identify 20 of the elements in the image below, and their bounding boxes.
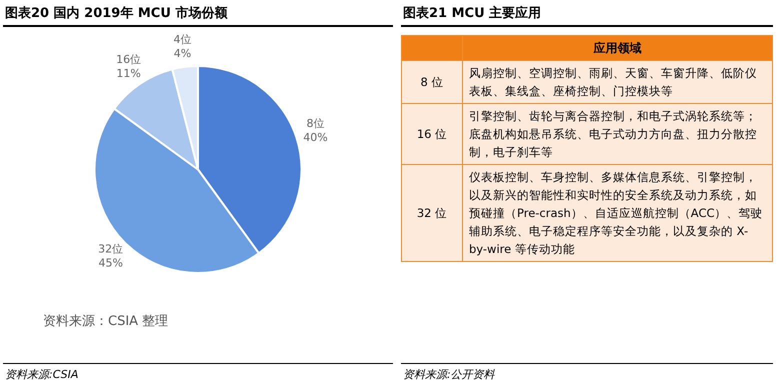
category-label: 8 位 — [402, 60, 462, 104]
category-label: 32 位 — [402, 164, 462, 262]
text: 应用领域 — [462, 36, 772, 60]
slice-label: 4位 — [174, 32, 192, 46]
slice-label: 16位 — [116, 53, 142, 66]
text: 风扇控制、空调控制、雨刷、天窗、车窗升降、低阶仪表板、集线盒、座椅控制、门控模块等 — [462, 60, 772, 104]
text: 图表21 MCU 主要应用 — [401, 0, 773, 27]
text: 仪表板控制、车身控制、多媒体信息系统、引擎控制，以及新兴的智能性和实时性的安全系统及动力系统，如预碰撞（Pre-crash）、自适应巡航控制（ACC）、驾驶辅助系统、电子稳定程序等安全功能，以及复杂的 X-by-wire 等传动功能 — [462, 164, 772, 262]
category-label: 16 位 — [402, 104, 462, 164]
text: 资料来源：CSIA 整理 — [42, 313, 170, 330]
data-label: 45% — [98, 256, 123, 270]
slice-label: 8位 — [306, 117, 324, 130]
data-label: 40% — [303, 131, 328, 144]
data-label: 11% — [116, 67, 141, 80]
slice-label: 32位 — [98, 242, 124, 256]
text: 资料来源:CSIA — [3, 363, 393, 385]
text: 资料来源:公开资料 — [401, 363, 773, 385]
text: 引擎控制、齿轮与离合器控制，和电子式涡轮系统等；底盘机构如悬吊系统、电子式动力方向盘、扭力分散控制，电子刹车等 — [462, 104, 772, 164]
chart-title: 图表20 国内 2019年 MCU 市场份额 — [3, 0, 393, 27]
data-label: 4% — [174, 46, 192, 60]
